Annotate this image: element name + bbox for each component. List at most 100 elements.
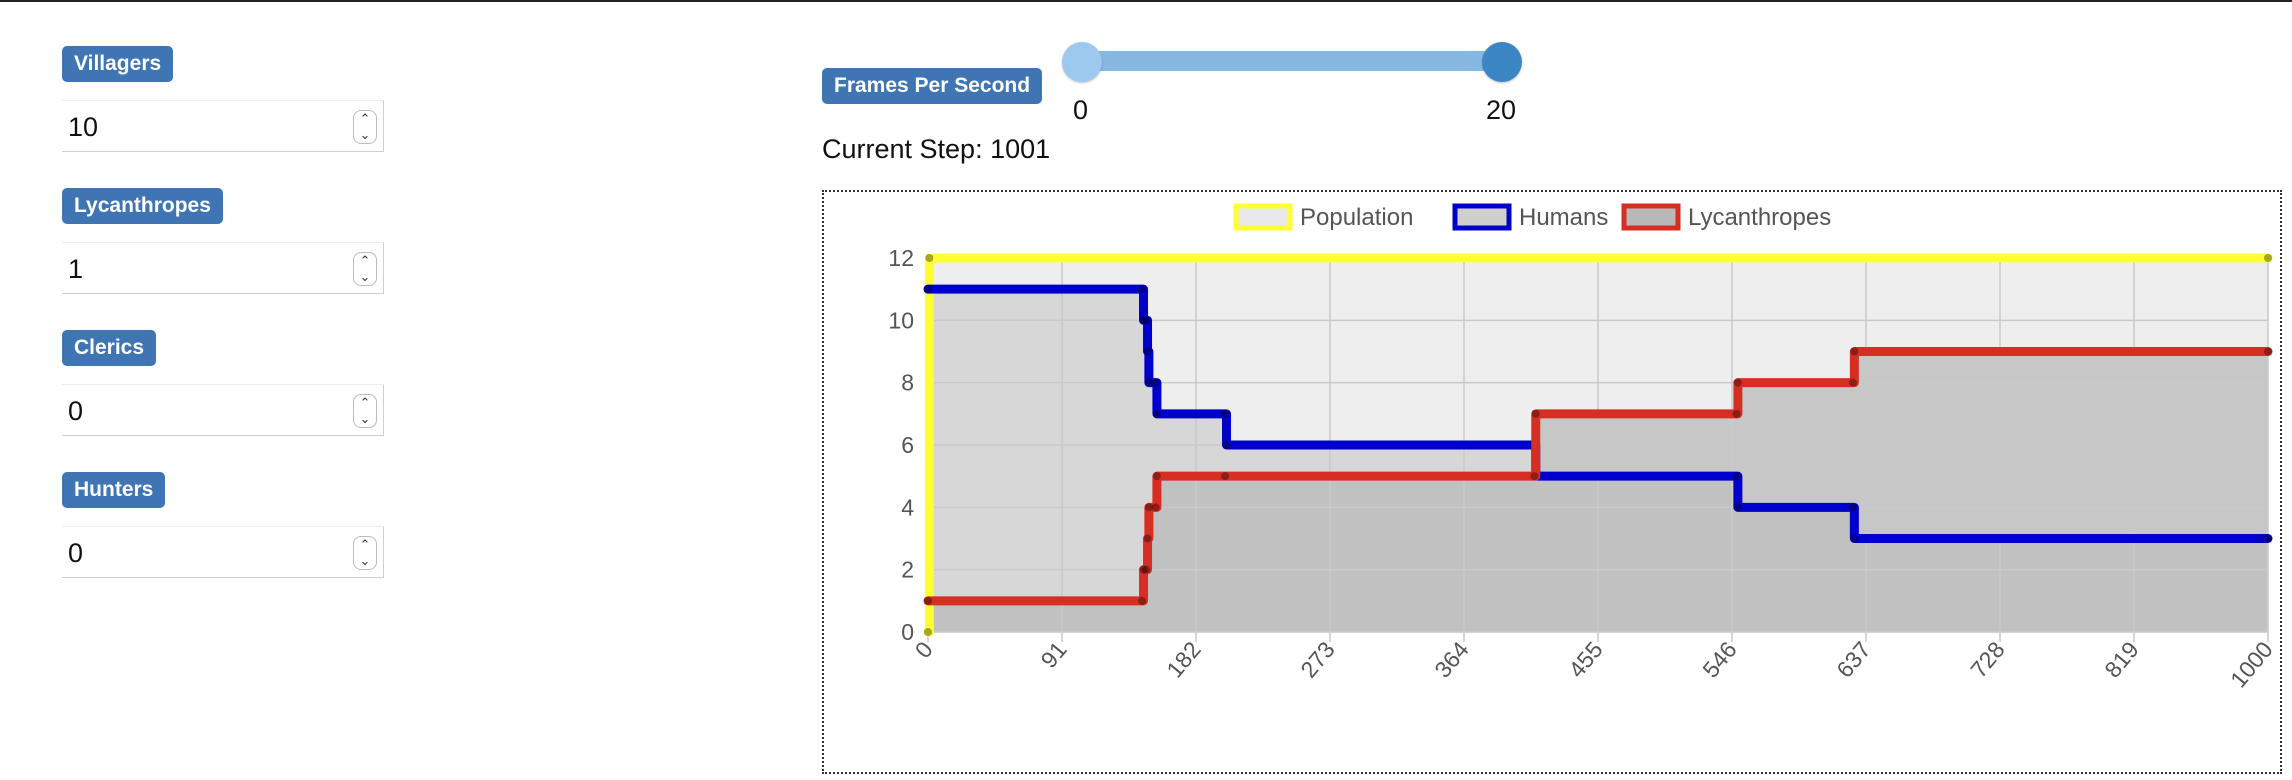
hunters-spinner[interactable]: ⌃ ⌄: [353, 536, 377, 570]
hunters-input[interactable]: [62, 527, 340, 579]
chevron-up-icon[interactable]: ⌃: [359, 395, 371, 410]
data-point: [2264, 534, 2272, 543]
y-tick-label: 12: [888, 245, 914, 271]
population-chart: Population Humans Lycanthropes 0 2 4 6 8 10 12 0…: [822, 190, 2282, 774]
villagers-input[interactable]: [62, 101, 340, 153]
data-point: [1143, 534, 1152, 543]
y-tick-label: 10: [888, 307, 914, 333]
hunters-label: Hunters: [62, 472, 166, 508]
data-point: [1144, 503, 1153, 512]
legend-label-population: Population: [1300, 204, 1413, 231]
lycanthropes-label: Lycanthropes: [62, 188, 223, 224]
data-point: [1222, 441, 1231, 449]
data-point: [1733, 503, 1742, 512]
fps-min-label: 0: [1073, 95, 1089, 125]
x-axis-ticks: 0 91 182 273 364 455 546 637 728 819 1000: [910, 636, 2278, 692]
clerics-spinner[interactable]: ⌃ ⌄: [353, 394, 377, 428]
data-point: [1530, 472, 1539, 481]
clerics-input[interactable]: [62, 385, 340, 437]
data-point: [1531, 409, 1540, 418]
data-point: [1733, 378, 1742, 387]
data-point: [1138, 285, 1147, 294]
data-point: [1138, 596, 1147, 605]
villagers-spinner[interactable]: ⌃ ⌄: [353, 110, 377, 144]
data-point: [1151, 378, 1160, 387]
chevron-down-icon[interactable]: ⌄: [359, 411, 371, 426]
y-tick-label: 2: [901, 557, 914, 583]
data-point: [2264, 254, 2272, 262]
current-step: Current Step: 1001: [822, 134, 1051, 164]
data-point: [1142, 316, 1151, 325]
series-line-lycanthropes: [923, 347, 2273, 606]
series-line-population: [923, 253, 2273, 637]
x-tick-label: 819: [2099, 637, 2144, 683]
data-point: [924, 596, 932, 605]
y-tick-label: 0: [901, 619, 914, 645]
data-point: [1732, 472, 1741, 481]
fps-slider-track[interactable]: [1082, 51, 1502, 71]
legend-label-lycanthropes: Lycanthropes: [1688, 204, 1831, 231]
legend-swatch-lycanthropes: [1621, 203, 1681, 231]
fps-slider-fill: [1082, 51, 1502, 71]
hunters-field[interactable]: ⌃ ⌄: [62, 526, 384, 579]
x-tick-label: 637: [1831, 637, 1876, 683]
data-point: [1221, 409, 1230, 418]
fps-max-label: 20: [1486, 95, 1517, 125]
data-point: [1849, 503, 1858, 512]
chart-svg: Population Humans Lycanthropes 0 2 4 6 8 10 12 0…: [888, 203, 2278, 692]
chevron-down-icon[interactable]: ⌄: [359, 553, 371, 568]
legend-swatch-humans: [1452, 203, 1512, 231]
data-point: [1139, 565, 1148, 574]
chevron-up-icon[interactable]: ⌃: [359, 253, 371, 268]
clerics-label: Clerics: [62, 330, 157, 366]
villagers-field[interactable]: ⌃ ⌄: [62, 100, 384, 153]
chevron-up-icon[interactable]: ⌃: [359, 537, 371, 552]
y-axis-ticks: 0 2 4 6 8 10 12: [888, 245, 914, 645]
data-point: [924, 285, 932, 294]
y-tick-label: 8: [901, 370, 914, 396]
top-border: [0, 0, 2292, 2]
data-point: [1849, 378, 1858, 387]
x-tick-label: 0: [910, 637, 938, 664]
villagers-label: Villagers: [62, 46, 174, 82]
fps-slider-min-handle[interactable]: [1062, 42, 1102, 82]
lycanthropes-spinner[interactable]: ⌃ ⌄: [353, 252, 377, 286]
x-tick-label: 91: [1035, 637, 1071, 673]
data-point: [1152, 472, 1161, 481]
lycanthropes-input[interactable]: [62, 243, 340, 295]
x-tick-label: 1000: [2225, 637, 2278, 693]
data-point: [1152, 409, 1161, 418]
data-point: [1850, 534, 1859, 543]
chevron-up-icon[interactable]: ⌃: [359, 111, 371, 126]
chevron-down-icon[interactable]: ⌄: [359, 127, 371, 142]
x-tick-label: 455: [1563, 637, 1608, 683]
x-tick-label: 273: [1295, 637, 1340, 683]
data-point: [1732, 409, 1741, 418]
data-point: [1142, 565, 1151, 574]
x-tick-label: 546: [1697, 637, 1742, 683]
data-point: [1221, 472, 1230, 481]
y-tick-label: 6: [901, 432, 914, 458]
data-point: [1144, 378, 1153, 387]
data-point: [924, 628, 932, 636]
chart-legend: Population Humans Lycanthropes: [1233, 203, 1831, 231]
chart-lines: [923, 253, 2273, 637]
data-point: [925, 254, 934, 262]
data-point: [1850, 347, 1859, 356]
x-tick-label: 182: [1161, 637, 1206, 683]
legend-label-humans: Humans: [1519, 204, 1608, 231]
data-point: [1151, 503, 1160, 512]
x-tick-label: 728: [1965, 637, 2010, 683]
legend-swatch-population: [1233, 203, 1293, 231]
data-point: [1143, 347, 1152, 356]
clerics-field[interactable]: ⌃ ⌄: [62, 384, 384, 437]
fps-label: Frames Per Second: [822, 68, 1043, 104]
chevron-down-icon[interactable]: ⌄: [359, 269, 371, 284]
lycanthropes-field[interactable]: ⌃ ⌄: [62, 242, 384, 295]
fps-slider-max-handle[interactable]: [1482, 42, 1522, 82]
x-tick-label: 364: [1429, 636, 1474, 682]
y-tick-label: 4: [901, 494, 914, 520]
series-line-humans: [923, 284, 2273, 543]
data-point: [2264, 347, 2272, 356]
data-point: [1139, 316, 1148, 325]
